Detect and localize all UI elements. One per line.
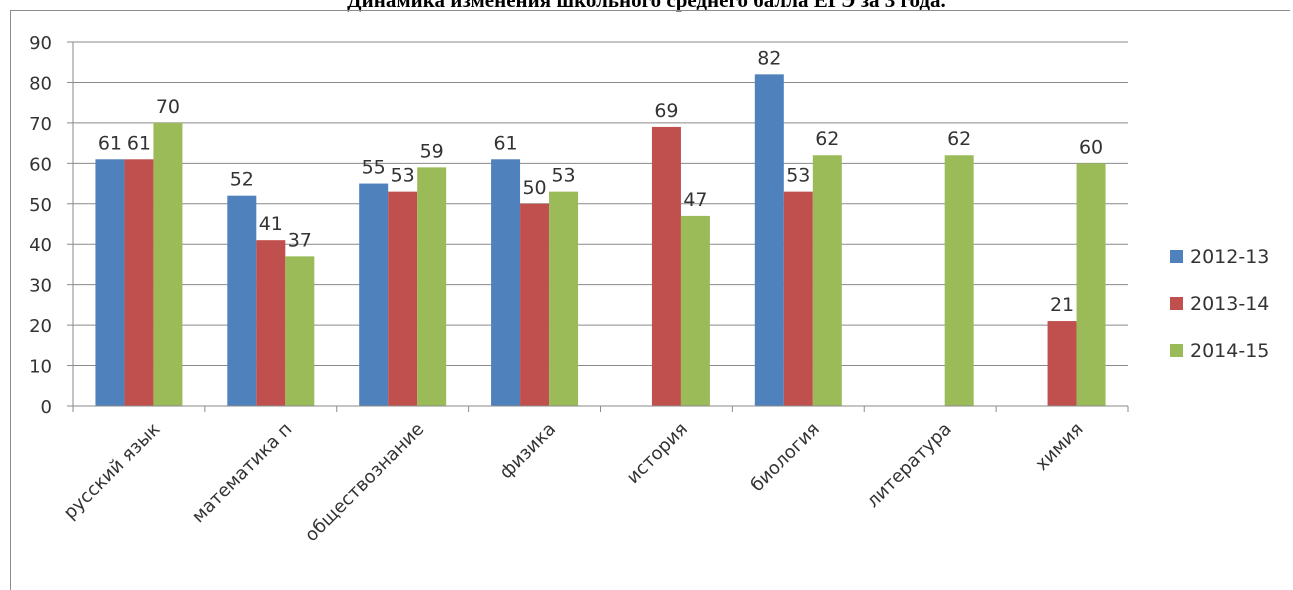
data-label: 53	[391, 165, 415, 187]
legend-label: 2012-13	[1190, 246, 1269, 268]
y-tick-label: 0	[41, 397, 52, 418]
x-category-label: биология	[747, 419, 824, 496]
bars	[95, 74, 1106, 406]
x-category-label: химия	[1031, 419, 1087, 475]
x-category-label: литература	[863, 419, 956, 512]
x-category-label: математика п	[188, 419, 296, 527]
data-label: 41	[259, 213, 283, 235]
x-axis: русский язык математика п обществознание фи…	[60, 405, 1129, 546]
y-axis: 0 10 20 30 40 50 60 70 80 90	[29, 33, 74, 418]
data-label: 61	[98, 132, 122, 154]
bar	[812, 155, 842, 406]
y-tick-label: 10	[29, 357, 52, 378]
data-label: 62	[815, 128, 839, 150]
data-label: 55	[362, 157, 386, 179]
bar	[549, 191, 579, 406]
data-label: 53	[551, 165, 575, 187]
legend-swatch	[1170, 250, 1183, 263]
data-label: 70	[156, 96, 180, 118]
bar	[651, 126, 681, 406]
data-label: 60	[1079, 136, 1103, 158]
bar	[95, 159, 125, 406]
y-tick-label: 70	[29, 114, 52, 135]
bar	[417, 167, 447, 406]
bar	[227, 195, 257, 406]
y-tick-label: 60	[29, 154, 52, 175]
x-category-label: история	[623, 419, 692, 488]
y-tick-label: 50	[29, 195, 52, 216]
bar	[1047, 321, 1077, 406]
bar	[285, 256, 315, 406]
legend-swatch	[1170, 344, 1183, 357]
data-label: 61	[493, 132, 517, 154]
y-tick-label: 30	[29, 276, 52, 297]
data-label: 62	[947, 128, 971, 150]
bar	[359, 183, 389, 406]
bar	[944, 155, 974, 406]
data-label: 47	[683, 189, 707, 211]
data-label: 50	[522, 177, 546, 199]
y-tick-label: 40	[29, 235, 52, 256]
x-category-label: физика	[496, 419, 561, 484]
data-label: 69	[654, 100, 678, 122]
bar	[754, 74, 784, 406]
y-tick-label: 90	[29, 33, 52, 54]
data-label: 82	[757, 47, 781, 69]
x-category-label: русский язык	[60, 419, 165, 524]
data-label: 61	[127, 132, 151, 154]
y-tick-label: 80	[29, 73, 52, 94]
legend-swatch	[1170, 297, 1183, 310]
data-label: 21	[1050, 294, 1074, 316]
bar	[520, 203, 550, 406]
bar	[153, 122, 183, 406]
legend-label: 2014-15	[1190, 340, 1269, 362]
bar	[491, 159, 521, 406]
bar	[124, 159, 154, 406]
bar	[680, 215, 710, 406]
data-label: 52	[230, 169, 254, 191]
legend: 2012-13 2013-14 2014-15	[1170, 246, 1269, 362]
bar	[256, 240, 286, 406]
chart-frame	[10, 10, 1290, 590]
bar	[1076, 163, 1106, 406]
data-label: 59	[420, 140, 444, 162]
data-label: 37	[288, 229, 312, 251]
bar	[388, 191, 418, 406]
chart-title: Динамика изменения школьного среднего ба…	[347, 0, 946, 12]
data-label: 53	[786, 165, 810, 187]
x-category-label: обществознание	[301, 419, 428, 546]
legend-label: 2013-14	[1190, 293, 1269, 315]
y-tick-label: 20	[29, 316, 52, 337]
bar	[783, 191, 813, 406]
